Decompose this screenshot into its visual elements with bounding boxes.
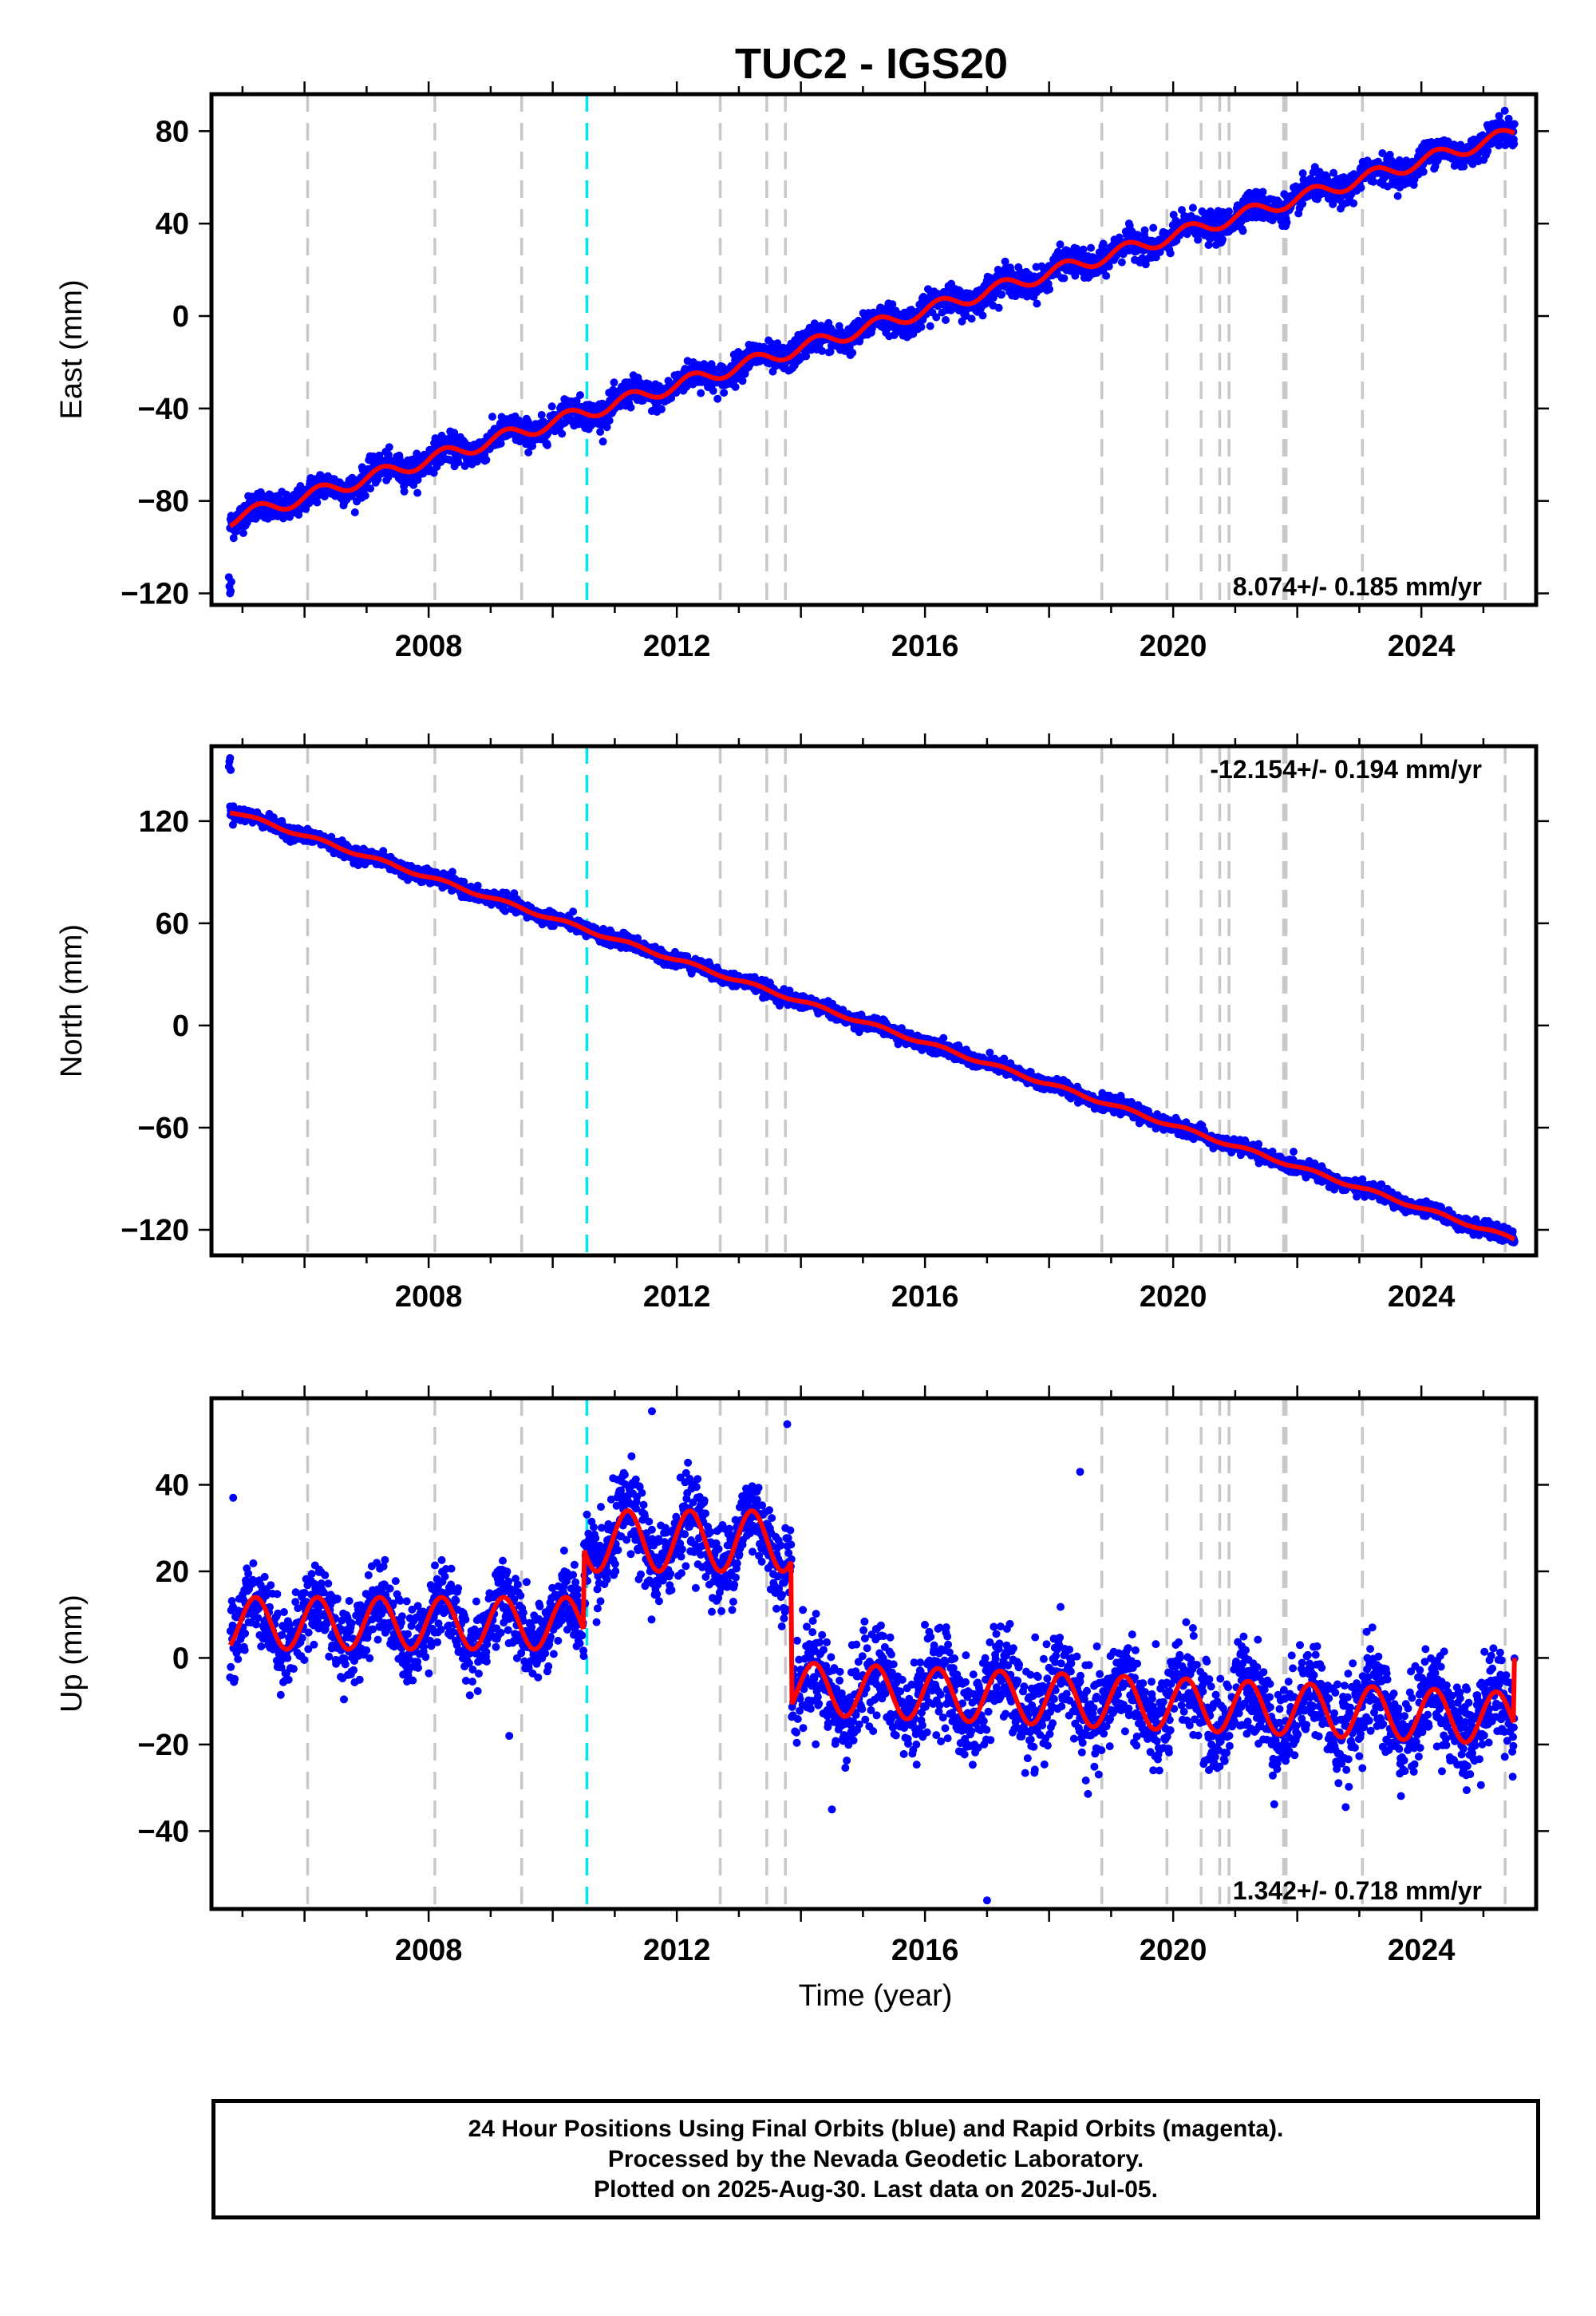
x-tick-label: 2024	[1388, 1280, 1456, 1314]
x-tick-label: 2012	[643, 1934, 711, 1967]
x-tick-label: 2024	[1388, 630, 1456, 663]
panel-east: 2008 2012 2016 2020 2024 −120 −80 −40 0 40 80 East …	[55, 81, 1549, 663]
x-tick-label: 2016	[891, 1280, 959, 1314]
plot-frame	[209, 1396, 1539, 1911]
x-tick-label: 2008	[395, 630, 463, 663]
panel-north: 2008 2012 2016 2020 2024 −120 −60 0 60 120 North (…	[55, 733, 1549, 1314]
y-tick-label: 40	[156, 1468, 189, 1502]
data-point-cloud	[226, 1407, 1519, 1905]
y-tick-label: 20	[156, 1555, 189, 1589]
plot-frame	[209, 92, 1539, 607]
x-tick-label: 2020	[1140, 630, 1207, 663]
rate-label: -12.154+/- 0.194 mm/yr	[1210, 755, 1482, 784]
y-tick-label: −120	[120, 1214, 189, 1247]
x-tick-label: 2016	[891, 1934, 959, 1967]
y-tick-label: 0	[172, 300, 189, 334]
footer-line-3: Plotted on 2025-Aug-30. Last data on 202…	[594, 2176, 1158, 2203]
x-tick-label: 2012	[643, 1280, 711, 1314]
x-tick-label: 2020	[1140, 1280, 1207, 1314]
y-tick-label: 0	[172, 1010, 189, 1043]
data-points	[224, 106, 1519, 598]
footer-line-1: 24 Hour Positions Using Final Orbits (bl…	[468, 2115, 1284, 2142]
x-tick-label: 2008	[395, 1934, 463, 1967]
x-axis-label: Time (year)	[799, 1979, 953, 2013]
y-tick-label: 0	[172, 1642, 189, 1675]
x-tick-label: 2020	[1140, 1934, 1207, 1967]
model-line	[227, 1508, 1517, 1745]
footer-line-2: Processed by the Nevada Geodetic Laborat…	[607, 2145, 1144, 2172]
y-axis-label: North (mm)	[55, 924, 89, 1077]
x-tick-label: 2012	[643, 630, 711, 663]
model-line	[228, 128, 1515, 528]
chart-title: TUC2 - IGS20	[735, 40, 1008, 88]
y-tick-label: 80	[156, 115, 189, 148]
rate-label: 1.342+/- 0.718 mm/yr	[1233, 1876, 1482, 1905]
y-tick-label: −40	[138, 393, 189, 426]
data-point-cloud	[224, 106, 1519, 598]
plot-frame	[209, 744, 1539, 1258]
x-tick-label: 2016	[891, 630, 959, 663]
panel-up: 2008 2012 2016 2020 2024 −40 −20 0 20 40 Up (mm) 1.…	[55, 1385, 1549, 1967]
x-tick-label: 2024	[1388, 1934, 1456, 1967]
y-tick-label: 120	[139, 805, 189, 839]
y-tick-label: −120	[120, 578, 189, 611]
y-axis-label: Up (mm)	[55, 1595, 89, 1713]
data-points	[226, 1407, 1519, 1905]
y-tick-label: −20	[138, 1729, 189, 1762]
y-axis-label: East (mm)	[55, 279, 89, 419]
y-tick-label: −80	[138, 485, 189, 519]
y-tick-label: −60	[138, 1112, 189, 1145]
y-tick-label: 40	[156, 207, 189, 241]
x-tick-label: 2008	[395, 1280, 463, 1314]
rate-label: 8.074+/- 0.185 mm/yr	[1233, 572, 1482, 601]
model-line	[229, 810, 1516, 1242]
y-tick-label: 60	[156, 907, 189, 941]
footer-box: 24 Hour Positions Using Final Orbits (bl…	[211, 2099, 1540, 2219]
y-tick-label: −40	[138, 1815, 189, 1848]
plots: 2008 2012 2016 2020 2024 −120 −80 −40 0 40 80 East …	[55, 81, 1549, 1967]
